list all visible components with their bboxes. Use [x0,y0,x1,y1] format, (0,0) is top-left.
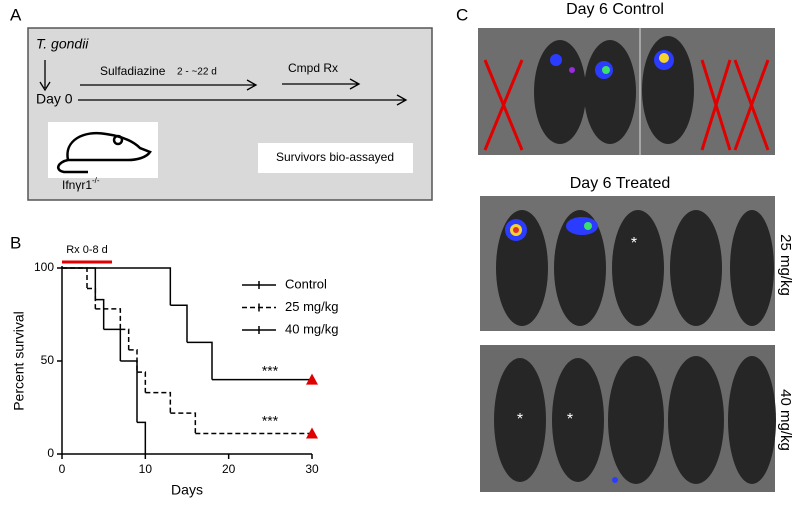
mouse-icon [56,131,152,174]
end-marker [306,373,318,385]
x-tick-label: 30 [305,462,319,476]
outcome: Survivors bio-assayed [276,150,394,164]
x-tick-label: 0 [59,462,66,476]
panel-label: C [456,5,468,24]
outcome-box [258,143,413,173]
mouse-silhouettes [496,210,774,326]
survival-step [62,267,88,289]
drug: Sulfadiazine [100,64,166,78]
mouse-silhouettes [534,36,694,144]
survival-step [170,412,197,434]
x-tick-label: 20 [222,462,236,476]
compound: Cmpd Rx [288,61,338,75]
arrow [80,79,258,91]
legend-label: 25 mg/kg [285,299,338,314]
timeline [78,94,408,106]
arrow [39,60,51,92]
y-tick-label: 50 [41,353,55,367]
organism: T. gondii [36,36,89,52]
survival-step [128,349,138,373]
signal [550,50,674,79]
survival-step [145,391,172,414]
treatment-label: Rx 0-8 d [66,244,108,256]
survival-chart: 0 50 100 0 10 20 30 Days Percent survival Rx 0-8 … [11,244,339,498]
survival-step [87,287,97,309]
deceased-mark [483,59,770,151]
legend-label: Control [285,276,327,291]
day-label: Day 0 [36,91,73,107]
signal [505,217,598,241]
significance: *** [262,413,279,429]
asterisk: * [567,411,573,428]
legend-label: 40 mg/kg [285,321,338,336]
mouse-silhouettes [494,356,776,484]
survival-step [120,360,138,423]
survival-step [170,304,188,343]
drug-duration: 2 - ~22 d [177,67,217,78]
survival-step [62,267,97,300]
image-title: Day 6 Control [566,1,664,18]
image-title: Day 6 Treated [570,175,671,192]
signal [612,477,618,483]
survival-step [137,421,147,454]
x-axis-label: Days [171,482,203,498]
panel-label: B [10,233,21,252]
survival-step [62,267,172,306]
y-tick-label: 100 [34,260,54,274]
y-tick-label: 0 [47,446,54,460]
survival-step [120,328,130,350]
arrow [282,78,361,90]
significance: *** [262,363,279,379]
x-tick-label: 10 [139,462,153,476]
mouse-box [48,122,158,178]
dose-label: 25 mg/kg [777,234,794,296]
dose-label: 40 mg/kg [777,389,794,451]
survival-step [95,308,122,330]
survival-step [137,371,147,393]
survival-step [187,341,213,380]
mouse-strain: Ifnγr1-/- [62,176,100,192]
survival-step [103,328,122,361]
y-axis-label: Percent survival [11,311,27,411]
panel-label: A [10,5,22,24]
asterisk: * [631,235,637,252]
survival-step [95,298,105,330]
end-marker [306,427,318,439]
asterisk: * [517,411,523,428]
